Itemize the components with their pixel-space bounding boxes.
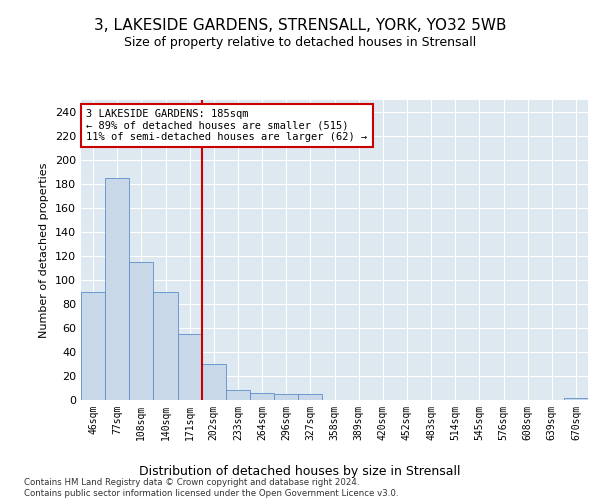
Y-axis label: Number of detached properties: Number of detached properties [40,162,49,338]
Bar [105,178,129,400]
Text: 3, LAKESIDE GARDENS, STRENSALL, YORK, YO32 5WB: 3, LAKESIDE GARDENS, STRENSALL, YORK, YO… [94,18,506,32]
Bar [202,364,226,400]
Bar [178,334,202,400]
Bar [129,262,154,400]
Bar [250,393,274,400]
Bar [226,390,250,400]
Bar [564,398,588,400]
Bar [274,394,298,400]
Text: 3 LAKESIDE GARDENS: 185sqm
← 89% of detached houses are smaller (515)
11% of sem: 3 LAKESIDE GARDENS: 185sqm ← 89% of deta… [86,109,367,142]
Text: Contains HM Land Registry data © Crown copyright and database right 2024.
Contai: Contains HM Land Registry data © Crown c… [24,478,398,498]
Bar [154,292,178,400]
Text: Size of property relative to detached houses in Strensall: Size of property relative to detached ho… [124,36,476,49]
Text: Distribution of detached houses by size in Strensall: Distribution of detached houses by size … [139,464,461,477]
Bar [81,292,105,400]
Bar [298,394,322,400]
